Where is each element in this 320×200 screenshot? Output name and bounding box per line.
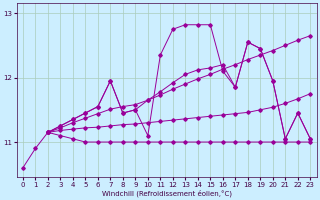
X-axis label: Windchill (Refroidissement éolien,°C): Windchill (Refroidissement éolien,°C) <box>101 189 232 197</box>
